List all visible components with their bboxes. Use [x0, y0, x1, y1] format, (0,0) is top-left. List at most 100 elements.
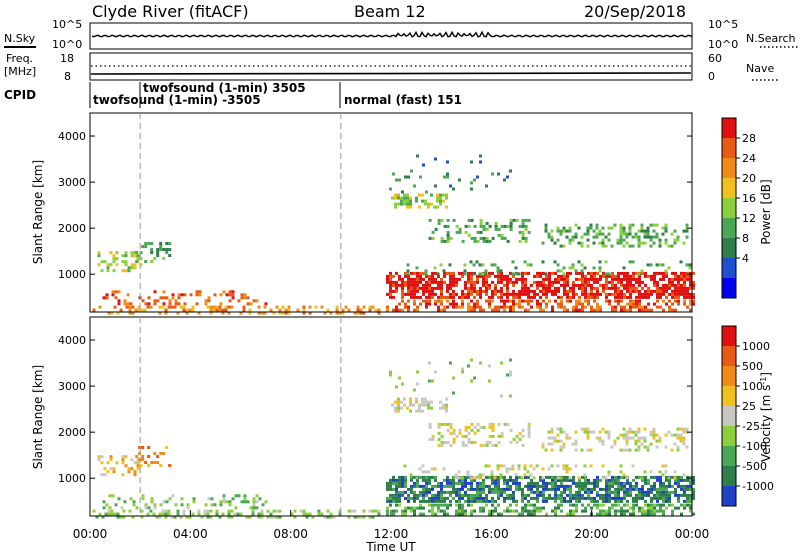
- range-gate-cell: [568, 467, 572, 471]
- range-gate-cell: [614, 295, 617, 299]
- range-gate-cell: [598, 436, 602, 440]
- range-gate-cell: [395, 280, 398, 284]
- range-gate-cell: [479, 481, 482, 485]
- range-gate-cell: [596, 478, 599, 482]
- range-gate-cell: [200, 515, 204, 519]
- range-gate-cell: [548, 496, 551, 500]
- range-gate-cell: [677, 475, 680, 479]
- range-gate-cell: [632, 274, 635, 278]
- range-gate-cell: [437, 425, 441, 429]
- range-gate-cell: [206, 512, 210, 516]
- range-gate-cell: [440, 499, 443, 503]
- range-gate-cell: [421, 409, 424, 413]
- x-tick-label: 00:00: [675, 527, 710, 541]
- range-gate-cell: [491, 512, 494, 516]
- range-gate-cell: [410, 484, 413, 488]
- range-gate-cell: [371, 509, 375, 513]
- range-gate-cell: [503, 283, 506, 287]
- range-gate-cell: [611, 271, 614, 275]
- range-gate-cell: [622, 229, 626, 233]
- range-gate-cell: [141, 446, 145, 449]
- range-gate-cell: [473, 487, 476, 491]
- range-gate-cell: [622, 436, 626, 440]
- range-gate-cell: [317, 512, 321, 516]
- range-gate-cell: [335, 311, 339, 315]
- range-gate-cell: [572, 503, 575, 507]
- range-gate-cell: [488, 271, 491, 275]
- range-gate-cell: [572, 283, 575, 287]
- range-gate-cell: [578, 277, 581, 281]
- range-gate-cell: [424, 199, 427, 203]
- range-gate-cell: [159, 452, 163, 455]
- range-gate-cell: [234, 494, 238, 498]
- range-gate-cell: [476, 302, 479, 306]
- range-gate-cell: [458, 227, 462, 231]
- range-gate-cell: [186, 503, 190, 507]
- range-gate-cell: [425, 280, 428, 284]
- range-gate-cell: [197, 512, 201, 516]
- velocity-colorbar-tick-label: 500: [742, 360, 763, 373]
- range-gate-cell: [655, 232, 659, 236]
- range-gate-cell: [458, 509, 461, 513]
- range-gate-cell: [461, 292, 464, 296]
- range-gate-cell: [581, 509, 584, 513]
- range-gate-cell: [587, 280, 590, 284]
- power-colorbar-tick-label: 24: [742, 152, 756, 165]
- range-gate-cell: [419, 512, 422, 516]
- range-gate-cell: [424, 269, 428, 273]
- range-gate-cell: [650, 475, 653, 479]
- range-gate-cell: [664, 464, 668, 468]
- range-gate-cell: [177, 293, 181, 297]
- range-gate-cell: [674, 286, 677, 290]
- range-gate-cell: [530, 283, 533, 287]
- range-gate-cell: [559, 476, 563, 480]
- range-gate-cell: [470, 440, 474, 444]
- range-gate-cell: [503, 499, 506, 503]
- range-gate-cell: [665, 487, 668, 491]
- range-gate-cell: [530, 289, 533, 293]
- range-gate-cell: [662, 308, 665, 312]
- range-gate-cell: [671, 302, 674, 306]
- range-gate-cell: [514, 272, 518, 276]
- range-gate-cell: [500, 224, 504, 228]
- range-gate-cell: [614, 308, 617, 312]
- range-gate-cell: [617, 295, 620, 299]
- range-gate-cell: [404, 484, 407, 488]
- range-gate-cell: [397, 403, 400, 407]
- range-gate-cell: [407, 487, 410, 491]
- range-gate-cell: [123, 500, 127, 504]
- range-gate-cell: [401, 484, 404, 488]
- range-gate-cell: [404, 274, 407, 278]
- range-gate-cell: [452, 487, 455, 491]
- range-gate-cell: [407, 283, 410, 287]
- range-gate-cell: [421, 403, 424, 407]
- range-gate-cell: [437, 299, 440, 303]
- range-gate-cell: [467, 224, 471, 228]
- range-gate-cell: [401, 292, 404, 296]
- range-gate-cell: [664, 229, 668, 233]
- range-gate-cell: [653, 503, 656, 507]
- range-gate-cell: [649, 263, 653, 267]
- range-gate-cell: [575, 302, 578, 306]
- range-gate-cell: [560, 478, 563, 482]
- range-gate-cell: [371, 305, 375, 309]
- range-gate-cell: [650, 496, 653, 500]
- range-gate-cell: [449, 280, 452, 284]
- range-gate-cell: [673, 433, 677, 437]
- range-gate-cell: [344, 305, 348, 309]
- range-gate-cell: [506, 224, 510, 228]
- range-gate-cell: [413, 286, 416, 290]
- range-gate-cell: [656, 493, 659, 497]
- range-gate-cell: [599, 496, 602, 500]
- range-gate-cell: [590, 289, 593, 293]
- range-gate-cell: [680, 478, 683, 482]
- range-gate-cell: [404, 478, 407, 482]
- range-gate-cell: [109, 263, 113, 267]
- range-gate-cell: [407, 289, 410, 293]
- range-gate-cell: [251, 509, 255, 513]
- range-gate-cell: [680, 292, 683, 296]
- range-gate-cell: [680, 512, 683, 516]
- range-gate-cell: [243, 494, 247, 498]
- range-gate-cell: [470, 509, 473, 513]
- range-gate-cell: [539, 490, 542, 494]
